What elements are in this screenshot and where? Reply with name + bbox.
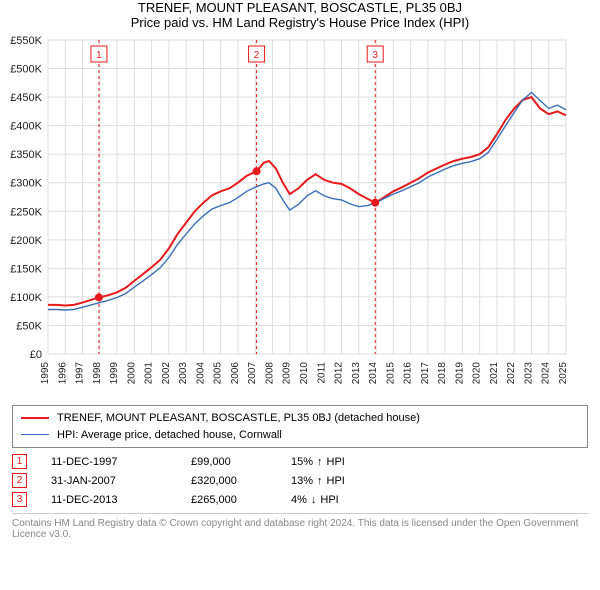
sale-marker-dot [371, 199, 379, 207]
x-tick-label: 2013 [351, 362, 362, 385]
attribution-text: Contains HM Land Registry data © Crown c… [12, 513, 588, 540]
sale-date: 31-JAN-2007 [51, 475, 191, 487]
legend: TRENEF, MOUNT PLEASANT, BOSCASTLE, PL35 … [12, 405, 588, 448]
y-tick-label: £100K [10, 292, 42, 304]
chart-subtitle: Price paid vs. HM Land Registry's House … [0, 15, 600, 30]
sale-delta: 15% ↑ HPI [291, 456, 345, 468]
sale-delta: 4% ↓HPI [291, 494, 339, 506]
sale-delta-pct: 13% [291, 475, 313, 487]
sale-delta-suffix: HPI [327, 456, 345, 468]
sale-delta-suffix: HPI [327, 475, 345, 487]
x-tick-label: 2022 [506, 362, 517, 385]
x-tick-label: 2008 [264, 362, 275, 385]
x-tick-label: 2023 [523, 362, 534, 385]
sale-price: £265,000 [191, 494, 291, 506]
sale-price: £99,000 [191, 456, 291, 468]
x-tick-label: 2005 [213, 362, 224, 385]
sale-delta-pct: 15% [291, 456, 313, 468]
x-tick-label: 2012 [334, 362, 345, 385]
y-tick-label: £450K [10, 92, 42, 104]
legend-label: HPI: Average price, detached house, Corn… [57, 427, 282, 444]
arrow-up-icon: ↑ [317, 456, 323, 468]
chart-title: TRENEF, MOUNT PLEASANT, BOSCASTLE, PL35 … [0, 0, 600, 15]
sale-row: 1 11-DEC-1997£99,00015% ↑ HPI [12, 454, 588, 469]
x-tick-label: 2016 [403, 362, 414, 385]
arrow-down-icon: ↓ [311, 494, 317, 506]
legend-row: TRENEF, MOUNT PLEASANT, BOSCASTLE, PL35 … [21, 410, 579, 427]
y-tick-label: £350K [10, 149, 42, 161]
y-tick-label: £400K [10, 121, 42, 133]
x-tick-label: 1995 [40, 362, 51, 385]
chart-area: £0 £50K £100K £150K £200K £250K £300K £350K £400… [0, 34, 600, 399]
x-tick-label: 2006 [230, 362, 241, 385]
x-tick-label: 2019 [454, 362, 465, 385]
sale-marker-ref: 1 [12, 454, 27, 469]
y-tick-label: £250K [10, 206, 42, 218]
sale-row: 3 11-DEC-2013£265,0004% ↓HPI [12, 492, 588, 507]
x-tick-label: 2009 [282, 362, 293, 385]
x-tick-label: 2004 [195, 362, 206, 385]
x-tick-label: 2010 [299, 362, 310, 385]
y-tick-label: £50K [16, 320, 42, 332]
sale-delta: 13% ↑ HPI [291, 475, 345, 487]
y-tick-label: £550K [10, 35, 42, 47]
sale-marker-dot [95, 293, 103, 301]
y-tick-label: £300K [10, 178, 42, 190]
legend-row: HPI: Average price, detached house, Corn… [21, 427, 579, 444]
x-tick-label: 2014 [368, 362, 379, 385]
x-tick-label: 2020 [472, 362, 483, 385]
x-tick-label: 2021 [489, 362, 500, 385]
sale-delta-suffix: HPI [320, 494, 338, 506]
x-tick-label: 2011 [316, 362, 327, 384]
y-tick-label: £150K [10, 263, 42, 275]
x-tick-label: 1997 [75, 362, 86, 385]
y-tick-label: £500K [10, 64, 42, 76]
x-tick-label: 2015 [385, 362, 396, 385]
legend-swatch [21, 417, 49, 419]
x-tick-label: 2018 [437, 362, 448, 385]
x-tick-label: 1998 [92, 362, 103, 385]
x-tick-label: 2000 [126, 362, 137, 385]
price-chart: £0 £50K £100K £150K £200K £250K £300K £350K £400… [0, 34, 576, 394]
sale-marker-number: 1 [96, 50, 102, 61]
x-tick-label: 2007 [247, 362, 258, 385]
sales-table: 1 11-DEC-1997£99,00015% ↑ HPI 2 31-JAN-2007£3… [12, 454, 588, 507]
y-tick-label: £200K [10, 235, 42, 247]
legend-swatch [21, 434, 49, 435]
x-tick-label: 2024 [541, 362, 552, 385]
sale-date: 11-DEC-1997 [51, 456, 191, 468]
arrow-up-icon: ↑ [317, 475, 323, 487]
x-tick-label: 2025 [558, 362, 569, 385]
x-tick-label: 2002 [161, 362, 172, 385]
sale-row: 2 31-JAN-2007£320,00013% ↑ HPI [12, 473, 588, 488]
sale-marker-number: 3 [372, 50, 378, 61]
y-tick-label: £0 [30, 349, 42, 361]
sale-delta-pct: 4% [291, 494, 307, 506]
sale-date: 11-DEC-2013 [51, 494, 191, 506]
sale-marker-ref: 2 [12, 473, 27, 488]
sale-marker-ref: 3 [12, 492, 27, 507]
x-tick-label: 2017 [420, 362, 431, 385]
x-tick-label: 1996 [57, 362, 68, 385]
sale-price: £320,000 [191, 475, 291, 487]
sale-marker-number: 2 [254, 50, 260, 61]
legend-label: TRENEF, MOUNT PLEASANT, BOSCASTLE, PL35 … [57, 410, 420, 427]
sale-marker-dot [253, 167, 261, 175]
x-tick-label: 2001 [144, 362, 155, 385]
x-tick-label: 1999 [109, 362, 120, 385]
x-tick-label: 2003 [178, 362, 189, 385]
